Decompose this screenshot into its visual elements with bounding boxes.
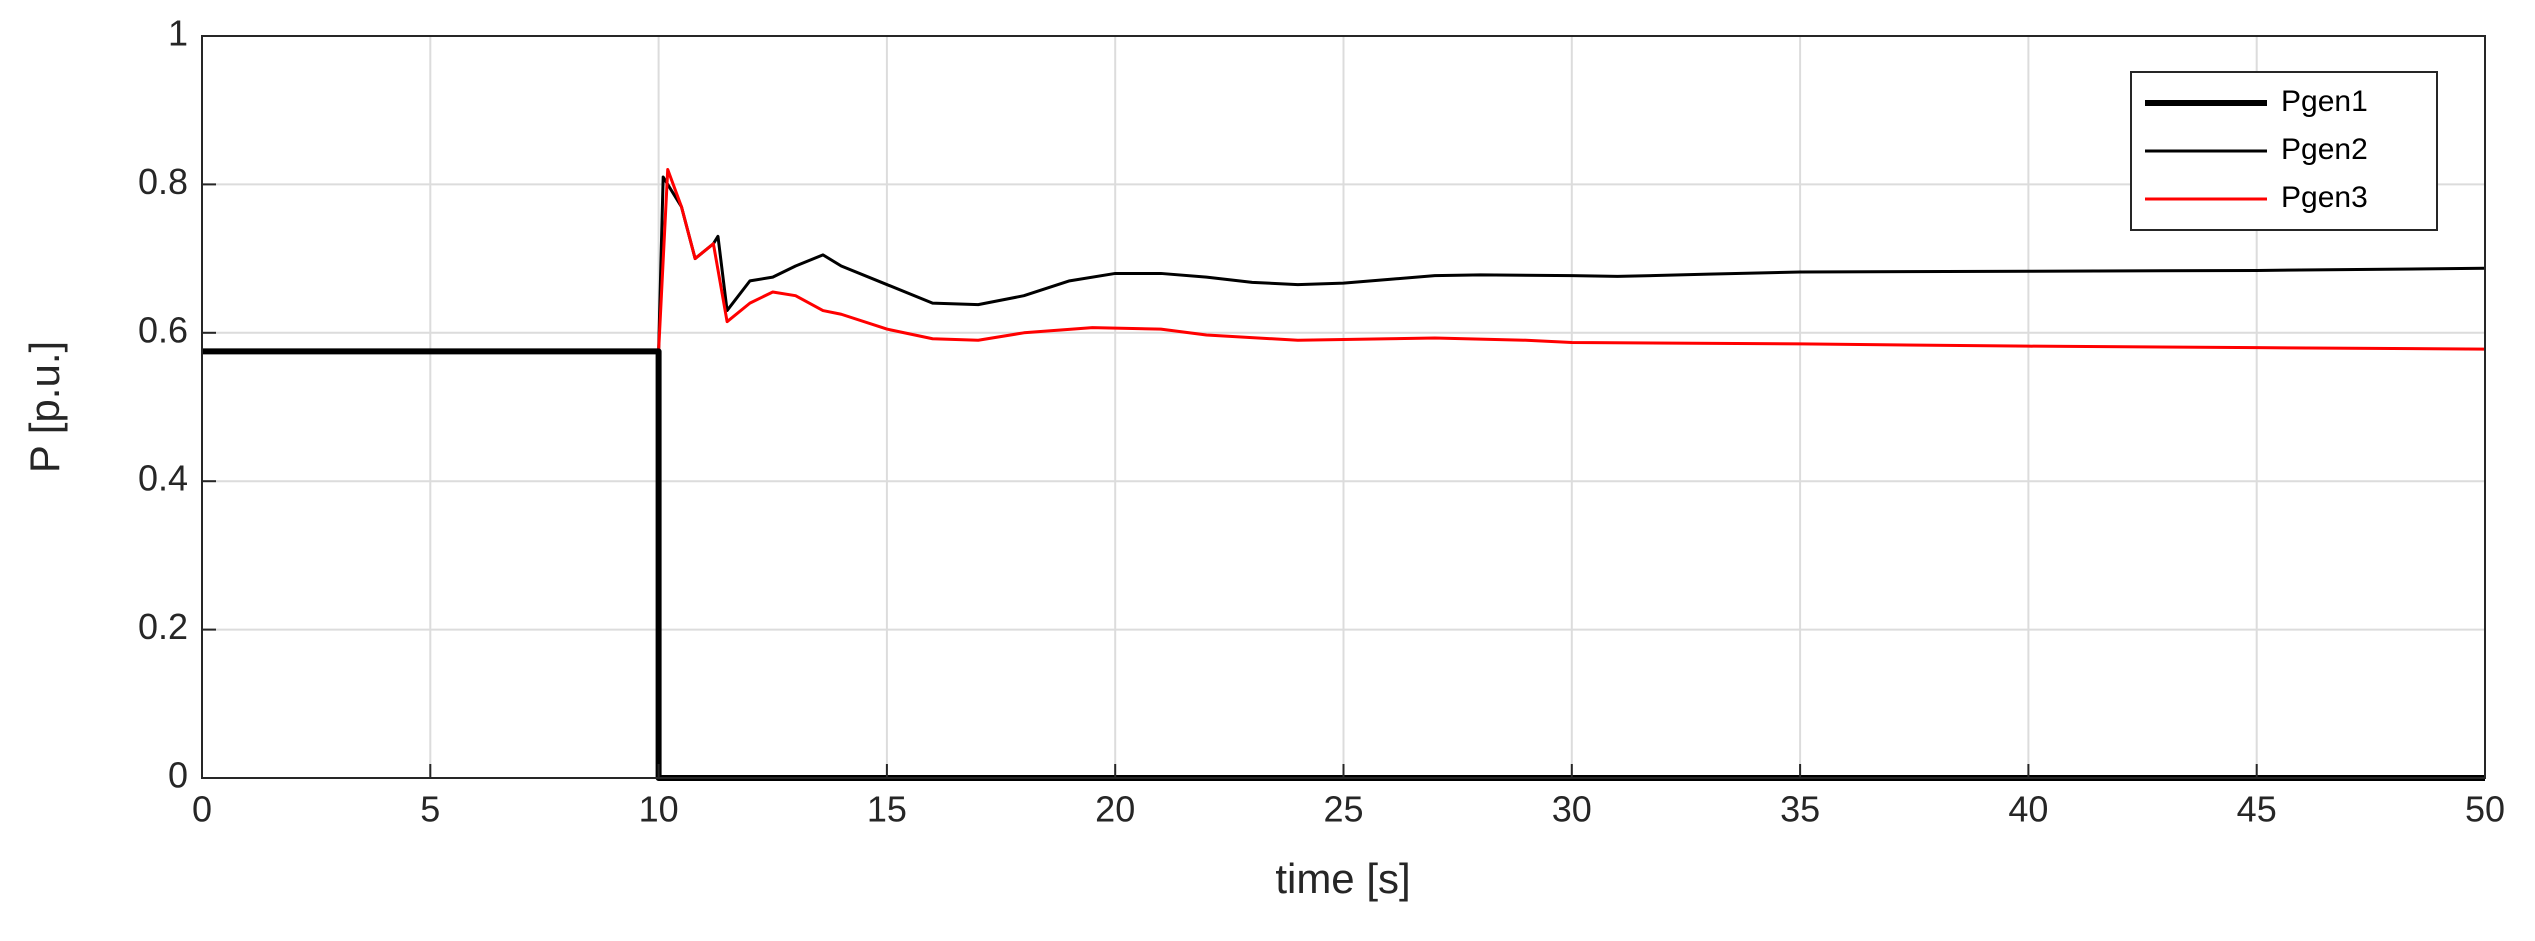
y-tick-label: 0.6 xyxy=(138,309,188,350)
x-tick-label: 50 xyxy=(2465,789,2505,830)
legend: Pgen1 Pgen2 Pgen3 xyxy=(2130,71,2438,231)
legend-label: Pgen1 xyxy=(2281,85,2368,118)
x-tick-label: 5 xyxy=(420,789,440,830)
legend-label: Pgen3 xyxy=(2281,181,2368,214)
x-tick-label: 20 xyxy=(1095,789,1135,830)
x-tick-label: 25 xyxy=(1323,789,1363,830)
series-line xyxy=(202,175,2486,353)
x-tick-label: 0 xyxy=(192,789,212,830)
x-tick-label: 40 xyxy=(2008,789,2048,830)
legend-label: Pgen2 xyxy=(2281,133,2368,166)
ticks: 0 5 10 15 20 25 30 35 40 45 50 0 0.2 0.4 0.6 0.8 1 xyxy=(138,13,2505,830)
x-tick-label: 10 xyxy=(639,789,679,830)
x-tick-label: 35 xyxy=(1780,789,1820,830)
y-axis-label: P [p.u.] xyxy=(21,341,68,473)
x-axis-label: time [s] xyxy=(1275,855,1410,902)
y-tick-label: 0.4 xyxy=(138,458,188,499)
y-tick-label: 0 xyxy=(168,755,188,796)
x-tick-label: 45 xyxy=(2237,789,2277,830)
x-tick-label: 15 xyxy=(867,789,907,830)
y-tick-label: 0.8 xyxy=(138,161,188,202)
series-line xyxy=(202,168,2486,353)
y-tick-label: 0.2 xyxy=(138,606,188,647)
y-tick-label: 1 xyxy=(168,13,188,54)
x-tick-label: 30 xyxy=(1552,789,1592,830)
